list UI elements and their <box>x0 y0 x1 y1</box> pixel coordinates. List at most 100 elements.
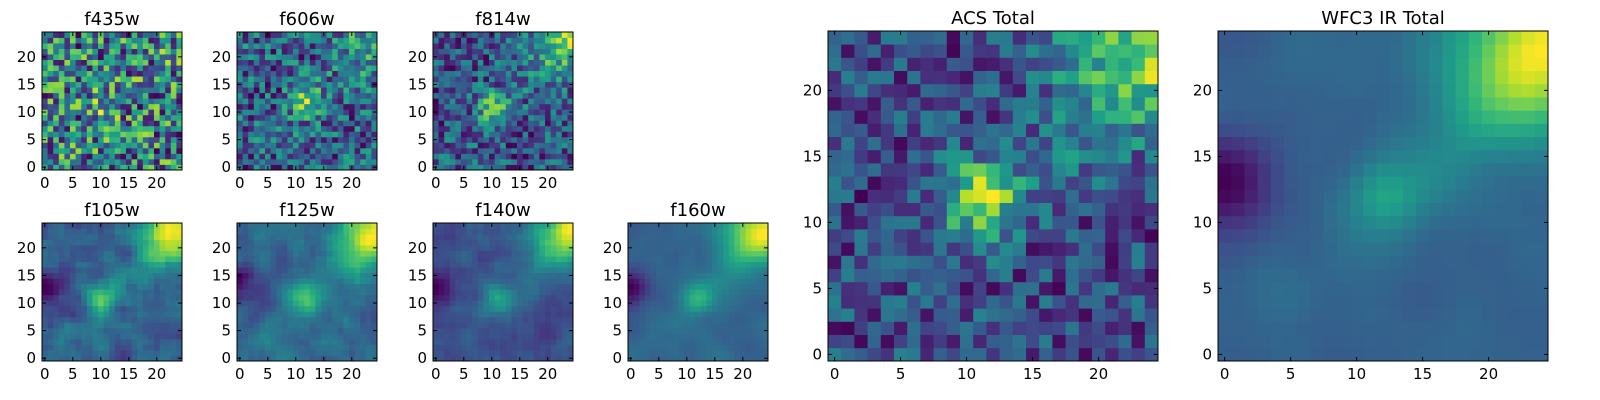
heatmap-cell <box>58 131 65 138</box>
heatmap-cell <box>304 147 311 154</box>
heatmap-cell <box>92 158 99 165</box>
heatmap-cell <box>545 294 551 301</box>
heatmap-cell <box>137 305 144 312</box>
heatmap-cell <box>120 305 127 312</box>
heatmap-cell <box>556 142 563 149</box>
heatmap-cell <box>946 176 961 190</box>
heatmap-cell <box>505 109 512 116</box>
heatmap-cell <box>650 333 657 340</box>
heatmap-cell <box>717 333 724 340</box>
heatmap-cell <box>265 92 271 99</box>
heatmap-cell <box>259 239 266 246</box>
heatmap-cell <box>684 333 690 340</box>
heatmap-cell <box>1078 215 1093 230</box>
heatmap-cell <box>332 164 339 171</box>
heatmap-cell <box>455 114 462 121</box>
heatmap-cell <box>533 43 540 49</box>
heatmap-cell <box>539 322 546 329</box>
heatmap-cell <box>92 344 99 351</box>
heatmap-cell <box>365 37 372 44</box>
heatmap-cell <box>678 305 685 312</box>
heatmap-cell <box>545 256 551 263</box>
heatmap-cell <box>511 147 518 154</box>
heatmap-cell <box>293 114 299 121</box>
heatmap-cell <box>237 311 243 318</box>
heatmap-cell <box>472 316 479 323</box>
heatmap-cell <box>667 289 674 296</box>
heatmap-cell <box>298 245 305 251</box>
heatmap-cell <box>505 300 512 307</box>
heatmap-cell <box>438 142 445 149</box>
heatmap-cell <box>644 223 651 229</box>
heatmap-cell <box>489 131 495 138</box>
heatmap-cell <box>628 338 634 345</box>
heatmap-cell <box>639 272 646 279</box>
heatmap-cell <box>472 43 479 49</box>
heatmap-cell <box>756 256 763 263</box>
heatmap-cell <box>556 76 563 83</box>
heatmap-cell <box>265 158 271 165</box>
heatmap-cell <box>740 344 746 351</box>
heatmap-cell <box>86 349 93 356</box>
heatmap-cell <box>656 344 662 351</box>
heatmap-cell <box>522 164 529 171</box>
heatmap-cell <box>265 305 271 312</box>
heatmap-cell <box>472 322 479 329</box>
heatmap-cell <box>360 239 367 246</box>
heatmap-cell <box>449 267 456 274</box>
heatmap-cell <box>517 327 523 334</box>
heatmap-cell <box>148 65 155 72</box>
heatmap-cell <box>98 81 104 88</box>
heatmap-cell <box>511 256 518 263</box>
heatmap-cell <box>165 43 172 49</box>
heatmap-cell <box>489 98 495 105</box>
heatmap-cell <box>75 158 82 165</box>
heatmap-cell <box>728 316 735 323</box>
heatmap-cell <box>522 289 529 296</box>
heatmap-cell <box>477 120 484 127</box>
heatmap-cell <box>53 147 60 154</box>
heatmap-cell <box>159 70 166 77</box>
heatmap-cell <box>64 70 71 77</box>
heatmap-cell <box>650 300 657 307</box>
heatmap-cell <box>159 283 166 290</box>
heatmap-cell <box>472 272 479 279</box>
heatmap-cell <box>349 37 355 44</box>
heatmap-cell <box>920 281 934 296</box>
heatmap-cell <box>728 250 735 257</box>
heatmap-cell <box>477 349 484 356</box>
heatmap-cell <box>706 289 713 296</box>
heatmap-cell <box>270 333 277 340</box>
heatmap-cell <box>287 338 294 345</box>
heatmap-cell <box>114 349 121 356</box>
heatmap-cell <box>717 250 724 257</box>
heatmap-cell <box>762 223 769 229</box>
heatmap-cell <box>304 59 311 66</box>
heatmap-cell <box>656 294 662 301</box>
heatmap-cell <box>276 250 283 257</box>
heatmap-cell <box>1105 334 1119 349</box>
heatmap-cell <box>444 131 451 138</box>
heatmap-cell <box>64 103 71 110</box>
heatmap-cell <box>75 65 82 72</box>
heatmap-cell <box>259 355 266 362</box>
heatmap-cell <box>740 289 746 296</box>
heatmap-cell <box>42 333 48 340</box>
heatmap-cell <box>148 59 155 66</box>
heatmap-cell <box>723 294 730 301</box>
heatmap-cell <box>517 92 523 99</box>
x-tick-label: 10 <box>482 174 501 192</box>
heatmap-cell <box>717 267 724 274</box>
heatmap-cell <box>42 349 48 356</box>
heatmap-cell <box>667 283 674 290</box>
heatmap-cell <box>717 278 724 285</box>
heatmap-cell <box>477 305 484 312</box>
heatmap-cell <box>472 92 479 99</box>
heatmap-cell <box>343 158 350 165</box>
heatmap-cell <box>53 333 60 340</box>
heatmap-cell <box>517 142 523 149</box>
heatmap-cell <box>159 338 166 345</box>
heatmap-cell <box>237 76 243 83</box>
heatmap-cell <box>477 92 484 99</box>
heatmap-cell <box>53 65 60 72</box>
